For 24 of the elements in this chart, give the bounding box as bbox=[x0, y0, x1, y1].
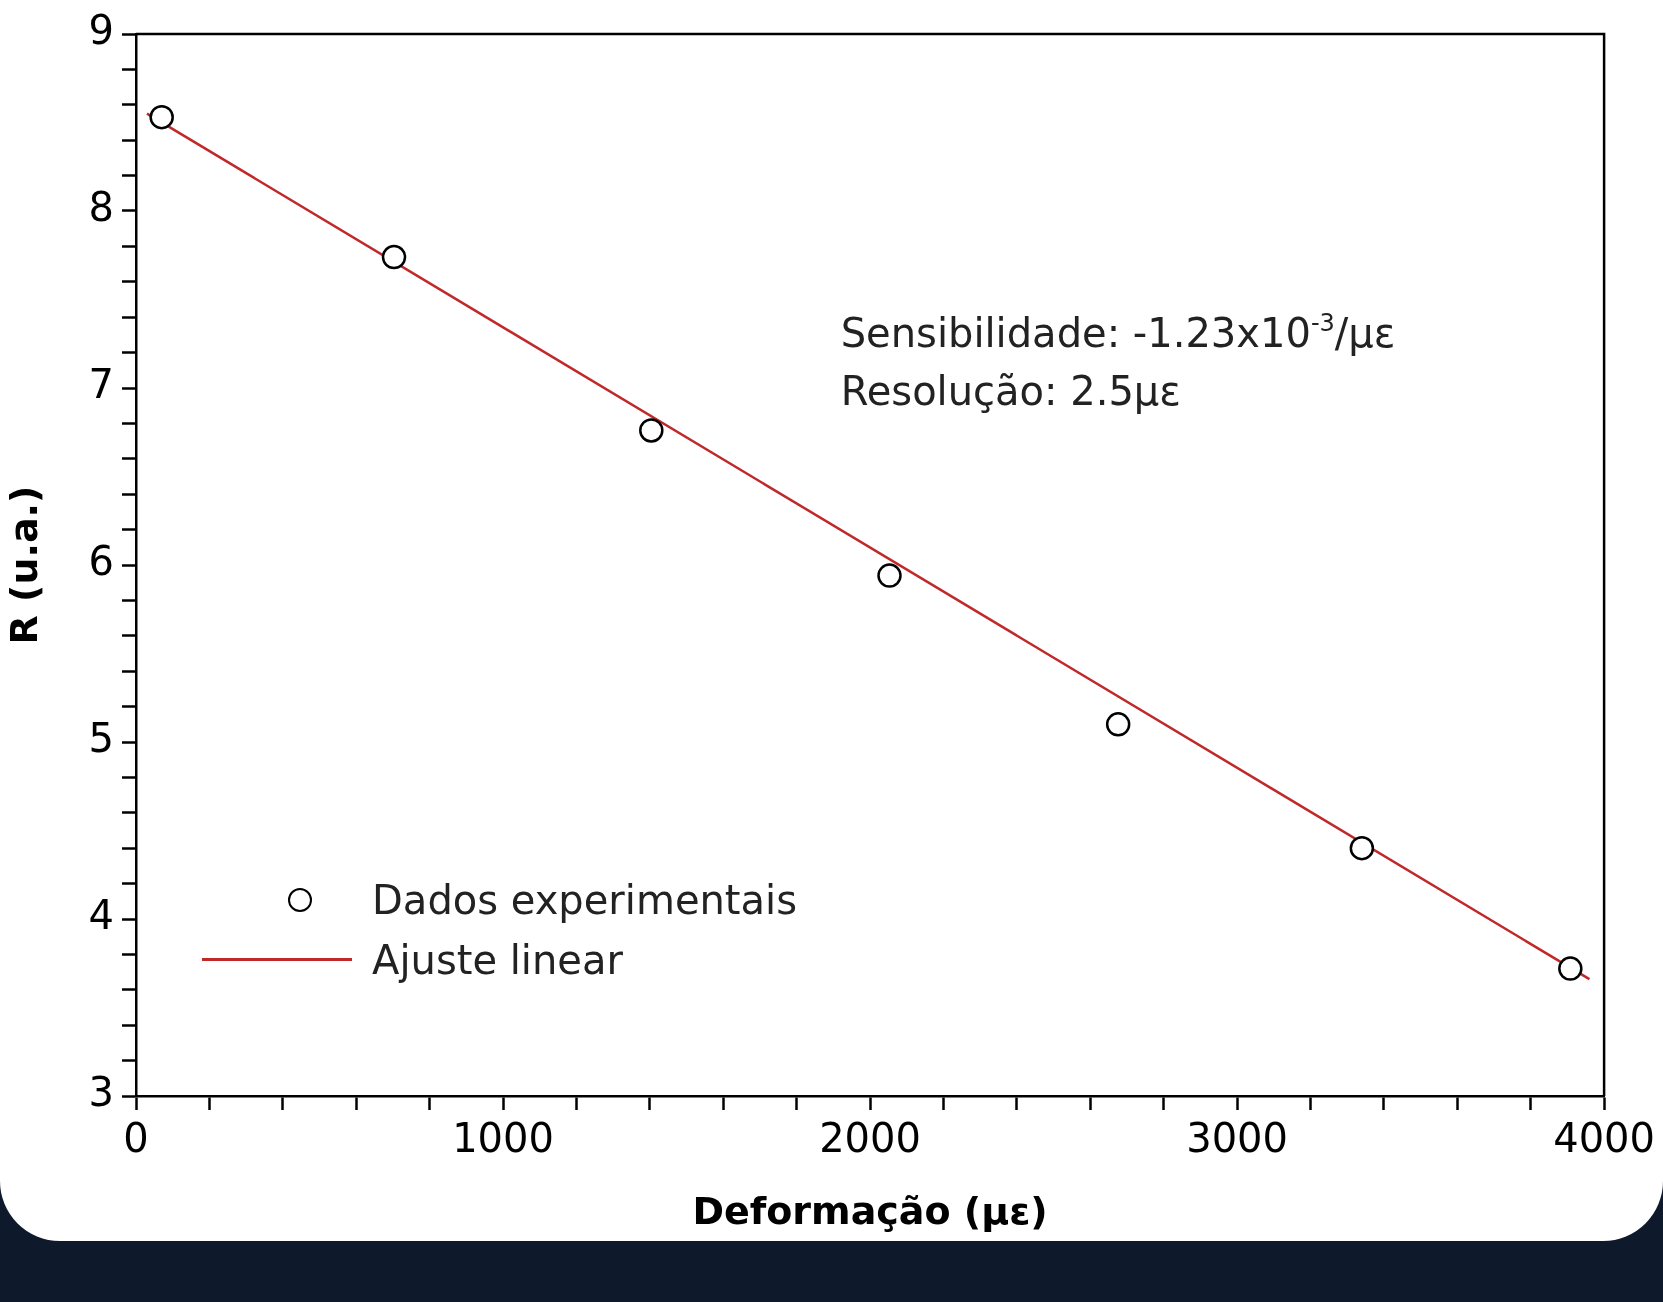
point bbox=[877, 563, 902, 588]
y-tick-label: 7 bbox=[88, 361, 114, 408]
y-tick-label: 4 bbox=[88, 892, 114, 939]
y-tick-label: 3 bbox=[88, 1069, 114, 1116]
x-tick-label: 1000 bbox=[452, 1115, 554, 1162]
point bbox=[149, 104, 174, 130]
point bbox=[639, 418, 664, 443]
legend-label: Dados experimentais bbox=[372, 876, 798, 923]
y-tick-label: 9 bbox=[88, 7, 114, 54]
annotation: Resolução: 2.5με bbox=[840, 368, 1181, 415]
x-tick-label: 3000 bbox=[1186, 1115, 1288, 1162]
x-tick-label: 0 bbox=[123, 1115, 149, 1162]
point bbox=[1558, 956, 1583, 981]
point bbox=[381, 244, 407, 270]
x-tick-label: 2000 bbox=[819, 1115, 921, 1162]
y-tick-label: 5 bbox=[88, 715, 114, 762]
y-tick-label: 8 bbox=[88, 184, 114, 231]
y-axis-title: R (u.a.) bbox=[1, 485, 46, 645]
y-tick-label: 6 bbox=[88, 538, 114, 585]
point bbox=[1105, 712, 1131, 737]
x-tick-label: 4000 bbox=[1553, 1115, 1655, 1162]
point bbox=[1349, 835, 1375, 861]
x-axis-title: Deformação (με) bbox=[692, 1189, 1048, 1234]
legend-label: Ajuste linear bbox=[372, 936, 623, 983]
